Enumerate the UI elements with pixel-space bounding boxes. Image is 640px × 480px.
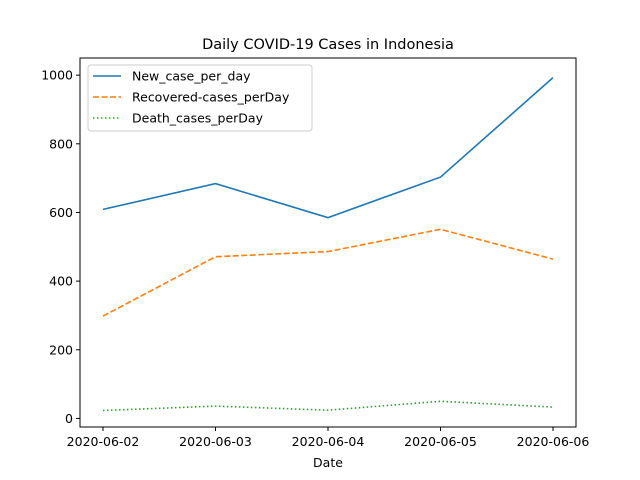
y-tick-label: 400 — [49, 274, 73, 289]
legend: New_case_per_day Recovered-cases_perDay De… — [87, 64, 313, 132]
plot-lines — [102, 77, 554, 412]
series-line-1 — [102, 77, 554, 219]
series-line-2 — [102, 228, 554, 317]
x-tick-label: 2020-06-03 — [179, 434, 252, 449]
y-tick-label: 800 — [49, 136, 73, 151]
x-tick-label: 2020-06-02 — [67, 434, 140, 449]
legend-label-2: Recovered-cases_perDay — [132, 90, 290, 105]
x-tick-label: 2020-06-05 — [404, 434, 477, 449]
x-axis: 2020-06-02 2020-06-03 2020-06-04 2020-06-05… — [67, 427, 590, 449]
legend-box — [87, 64, 313, 132]
y-tick-label: 600 — [49, 205, 73, 220]
y-tick-label: 1000 — [41, 68, 73, 83]
x-axis-label: Date — [313, 455, 343, 470]
legend-label-1: New_case_per_day — [132, 69, 251, 84]
y-tick-label: 0 — [65, 411, 73, 426]
chart-title: Daily COVID-19 Cases in Indonesia — [202, 37, 454, 53]
x-tick-label: 2020-06-04 — [292, 434, 365, 449]
y-axis: 0 200 400 600 800 1000 — [41, 68, 80, 426]
series-line-3 — [102, 400, 554, 412]
x-tick-label: 2020-06-06 — [517, 434, 590, 449]
y-tick-label: 200 — [49, 342, 73, 357]
legend-label-3: Death_cases_perDay — [132, 111, 264, 126]
